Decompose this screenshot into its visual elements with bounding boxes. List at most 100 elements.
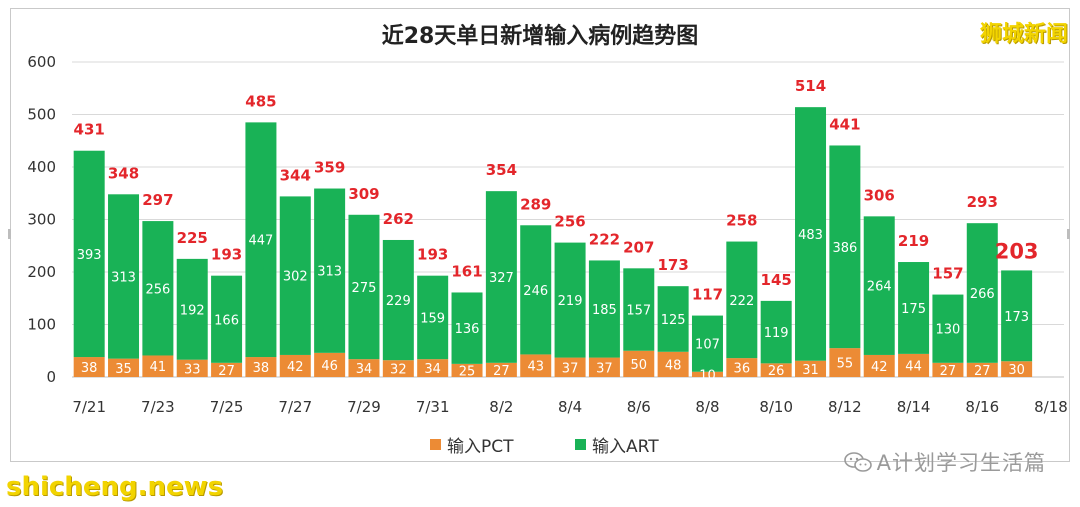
data-label-total: 207 — [623, 238, 654, 256]
data-label-pct: 43 — [527, 360, 544, 375]
bar-art — [588, 260, 620, 358]
data-label-total: 117 — [692, 286, 723, 304]
data-label-pct: 35 — [115, 362, 132, 377]
data-label-art: 256 — [145, 282, 170, 297]
data-label-art: 266 — [970, 287, 995, 302]
data-label-pct: 33 — [184, 362, 201, 377]
x-tick-label: 8/10 — [759, 398, 793, 416]
y-tick-label: 400 — [27, 158, 56, 176]
bar-pct — [829, 348, 861, 377]
data-label-pct: 41 — [150, 360, 167, 375]
data-label-art: 393 — [77, 248, 102, 263]
data-label-art: 119 — [764, 326, 789, 341]
bar-art — [245, 122, 277, 358]
bar-pct — [726, 358, 758, 377]
bar-art — [211, 275, 243, 363]
data-label-total: 348 — [108, 164, 139, 182]
data-label-art: 386 — [832, 241, 857, 256]
bar-art — [554, 242, 586, 358]
bar-pct — [1001, 361, 1033, 377]
bar-art — [863, 216, 895, 355]
bar-pct — [176, 359, 208, 377]
data-label-pct: 46 — [321, 359, 338, 374]
data-label-pct: 34 — [424, 362, 441, 377]
bar-pct — [760, 363, 792, 377]
data-label-art: 219 — [558, 294, 583, 309]
watermark-top: 狮城新闻 — [979, 22, 1068, 47]
bar-art — [108, 194, 140, 359]
data-label-pct: 37 — [562, 361, 579, 376]
data-label-total: 173 — [657, 256, 688, 274]
data-label-art: 159 — [420, 311, 445, 326]
data-label-pct: 10 — [699, 368, 716, 383]
bar-art — [485, 191, 517, 363]
bar-art — [829, 145, 861, 349]
data-label-total: 309 — [348, 185, 379, 203]
bar-pct — [348, 359, 380, 377]
frame-handle-right — [1067, 229, 1070, 239]
legend-item-art: 输入ART — [575, 432, 659, 457]
bar-art — [932, 294, 964, 363]
data-label-total: 485 — [245, 92, 276, 110]
labels-layer: 38 393 431 35 313 348 41 256 297 33 192 225 27 166 193… — [74, 77, 1039, 383]
chart-title: 近28天单日新增输入病例趋势图 — [381, 24, 699, 49]
data-label-total: 262 — [383, 210, 414, 228]
data-label-total: 193 — [211, 246, 242, 264]
data-label-total: 359 — [314, 159, 345, 177]
data-label-pct: 27 — [218, 364, 235, 379]
data-label-art: 125 — [661, 313, 686, 328]
data-label-total: 354 — [486, 161, 517, 179]
data-label-art: 313 — [317, 265, 342, 280]
y-tick-label: 0 — [46, 368, 56, 386]
x-tick-label: 7/29 — [347, 398, 381, 416]
data-label-total: 256 — [554, 213, 585, 231]
wechat-text: A计划学习生活篇 — [876, 451, 1046, 475]
data-label-total: 157 — [932, 265, 963, 283]
bar-pct — [142, 355, 174, 377]
data-label-art: 185 — [592, 303, 617, 318]
bar-pct — [245, 357, 277, 377]
data-label-pct: 27 — [940, 364, 957, 379]
data-label-art: 157 — [626, 304, 651, 319]
data-label-art: 313 — [111, 270, 136, 285]
data-label-pct: 31 — [802, 363, 819, 378]
bar-art — [417, 275, 449, 360]
bar-art — [176, 258, 208, 360]
x-tick-label: 8/4 — [558, 398, 582, 416]
data-label-pct: 50 — [631, 358, 648, 373]
x-tick-label: 7/23 — [141, 398, 175, 416]
bar-art — [795, 107, 827, 361]
bar-art — [726, 241, 758, 359]
bar-art — [1001, 270, 1033, 362]
bar-art — [142, 221, 174, 356]
legend-swatch-art — [575, 439, 586, 450]
data-label-total: 258 — [726, 212, 757, 230]
data-label-pct: 30 — [1008, 363, 1025, 378]
bar-pct — [863, 354, 895, 377]
bar-pct — [691, 371, 723, 377]
data-label-pct: 26 — [768, 364, 785, 379]
data-label-pct: 27 — [974, 364, 991, 379]
x-tick-label: 7/31 — [416, 398, 450, 416]
bar-pct — [623, 350, 655, 377]
bars-layer — [73, 107, 1033, 377]
data-label-total: 193 — [417, 246, 448, 264]
frame-handle-left — [8, 229, 11, 239]
data-label-total: 514 — [795, 77, 826, 95]
data-label-art: 175 — [901, 302, 926, 317]
data-label-pct: 27 — [493, 364, 510, 379]
data-label-total: 225 — [177, 229, 208, 247]
data-label-art: 447 — [249, 234, 274, 249]
data-label-art: 107 — [695, 338, 720, 353]
x-tick-label: 8/12 — [828, 398, 862, 416]
wechat-icon — [843, 452, 872, 472]
bar-pct — [382, 360, 414, 377]
bar-pct — [966, 362, 998, 377]
data-label-total: 306 — [864, 186, 895, 204]
bar-pct — [73, 357, 105, 377]
bar-art — [691, 315, 723, 372]
legend: 输入PCT 输入ART — [0, 432, 1080, 457]
bar-pct — [211, 362, 243, 377]
bar-art — [657, 286, 689, 352]
